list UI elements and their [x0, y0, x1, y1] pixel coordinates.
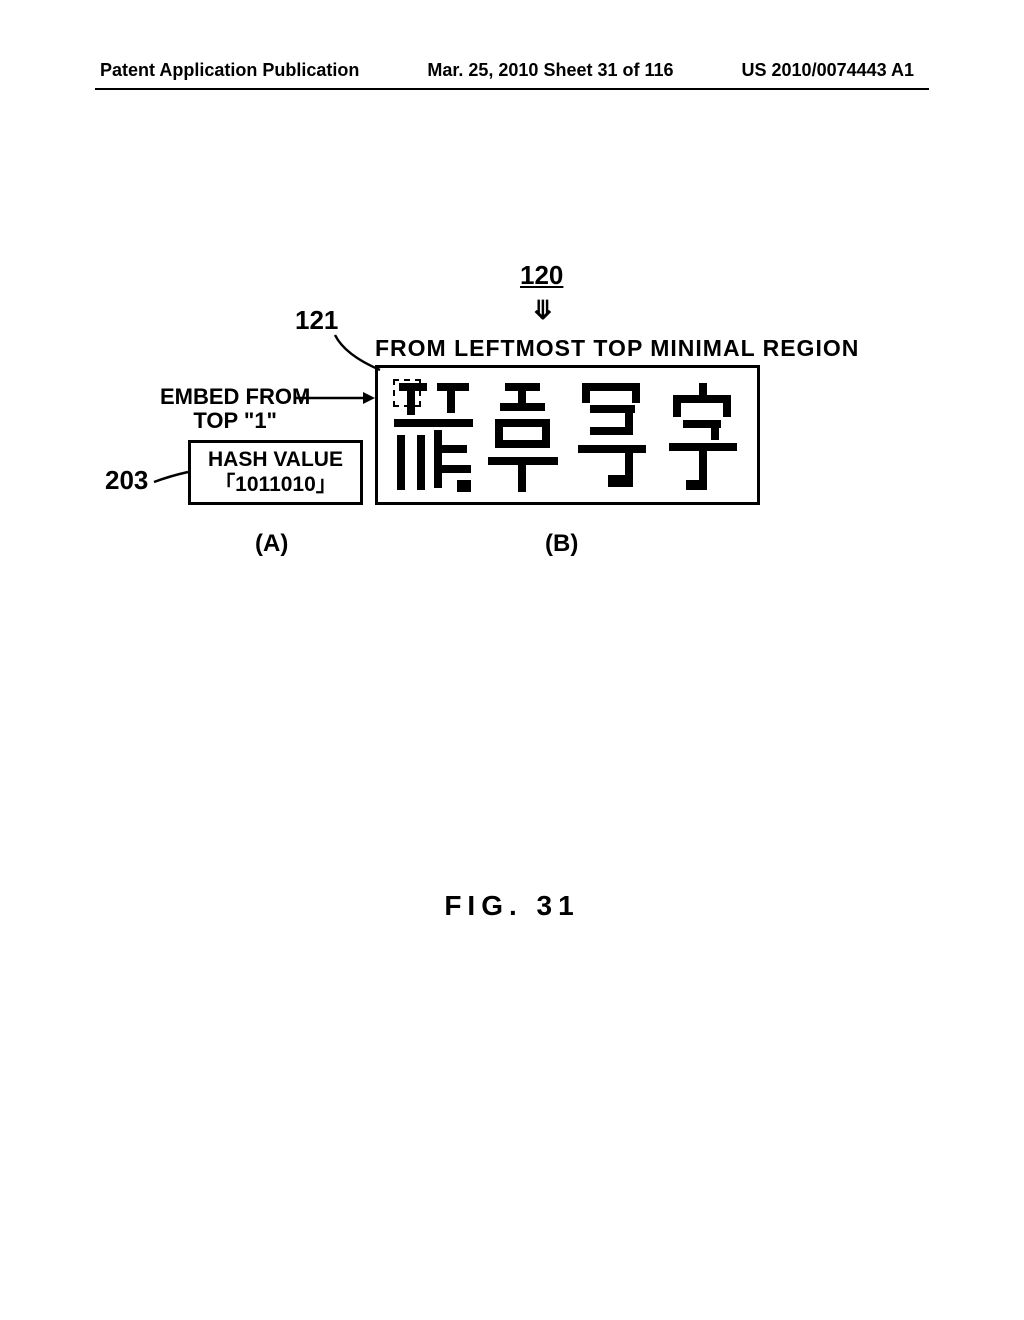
character-text-box: [375, 365, 760, 505]
hash-value-box: HASH VALUE 「1011010」: [188, 440, 363, 505]
header-left: Patent Application Publication: [100, 60, 359, 81]
header-divider: [95, 88, 929, 90]
embed-from-line1: EMBED FROM: [160, 384, 310, 409]
header-middle: Mar. 25, 2010 Sheet 31 of 116: [427, 60, 673, 81]
figure-caption: FIG. 31: [0, 890, 1024, 922]
page-header: Patent Application Publication Mar. 25, …: [0, 60, 1024, 81]
sublabel-a: (A): [255, 530, 288, 558]
reference-120: 120: [520, 260, 563, 291]
embed-from-line2: TOP "1": [193, 408, 277, 433]
sublabel-b: (B): [545, 530, 578, 558]
character-1: [389, 375, 474, 495]
character-2: [480, 375, 565, 495]
header-right: US 2010/0074443 A1: [742, 60, 914, 81]
arrow-down-icon: ⤋: [532, 295, 554, 326]
figure-diagram: 120 ⤋ 121 FROM LEFTMOST TOP MINIMAL REGI…: [100, 260, 900, 660]
hash-value-line2: 「1011010」: [214, 473, 337, 496]
from-leftmost-label: FROM LEFTMOST TOP MINIMAL REGION: [375, 335, 859, 362]
embed-from-label: EMBED FROM TOP "1": [160, 385, 310, 433]
reference-203: 203: [105, 465, 148, 496]
leader-line-203: [152, 468, 190, 488]
hash-value-line1: HASH VALUE: [208, 448, 343, 471]
character-4: [661, 375, 746, 495]
character-3: [570, 375, 655, 495]
embed-arrow-icon: [295, 388, 377, 408]
